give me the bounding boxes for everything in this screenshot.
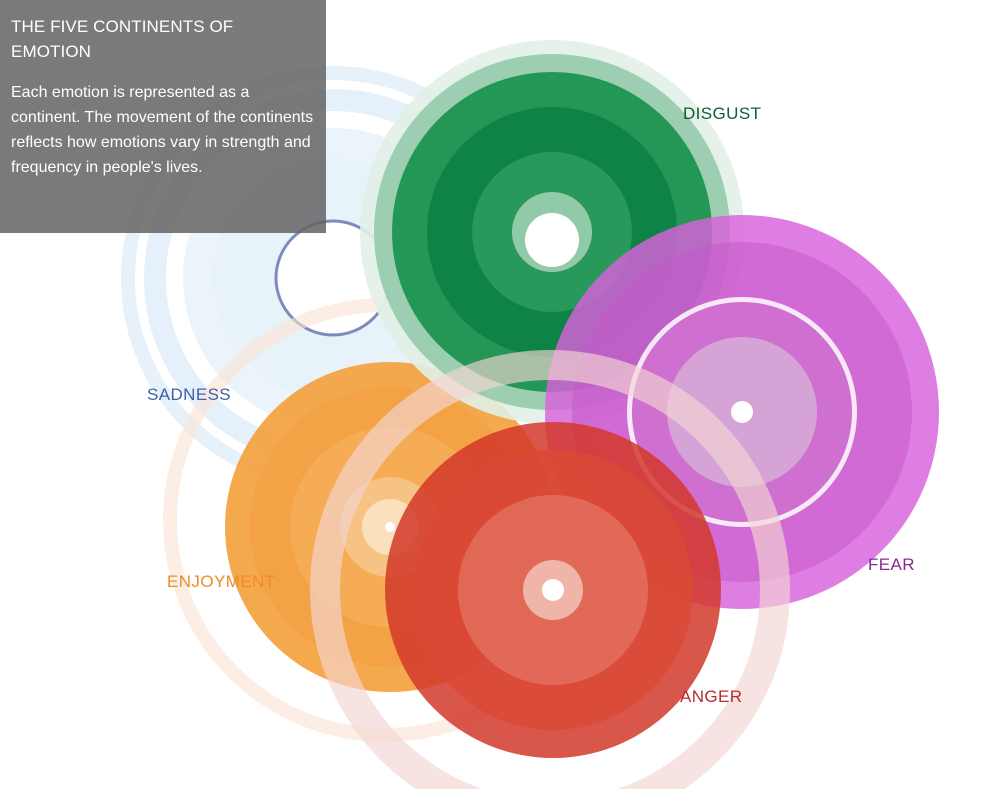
label-fear[interactable]: FEAR (868, 555, 915, 574)
label-sadness[interactable]: SADNESS (147, 385, 232, 404)
panel-title: THE FIVE CONTINENTS OF EMOTION (11, 17, 234, 61)
label-anger[interactable]: ANGER (680, 687, 743, 706)
intro-panel: THE FIVE CONTINENTS OF EMOTION Each emot… (0, 0, 326, 233)
panel-description: Each emotion is represented as a contine… (11, 84, 314, 176)
label-disgust[interactable]: DISGUST (683, 104, 762, 123)
label-enjoyment[interactable]: ENJOYMENT (167, 572, 276, 591)
anger-continent[interactable] (310, 350, 790, 789)
